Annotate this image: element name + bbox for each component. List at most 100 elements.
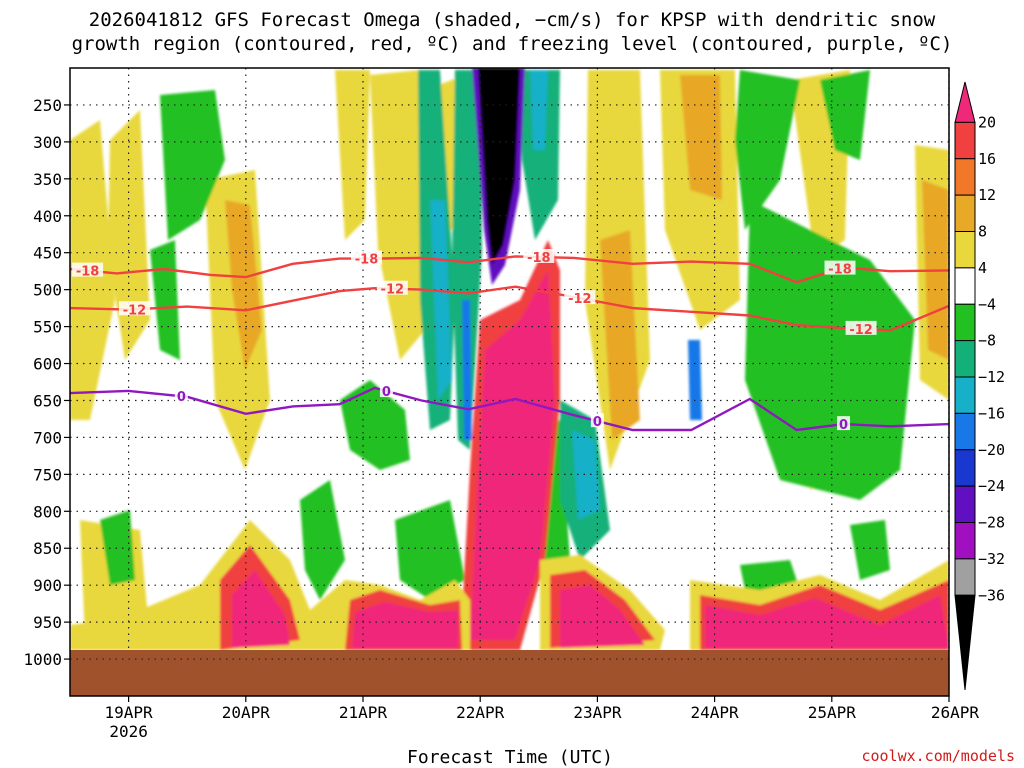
colorbar: 20 16 12 8 4 −4 −8 −12 −16 −20 −24 −28 −32 −36	[954, 81, 1005, 691]
omega-blob	[705, 595, 949, 648]
colorbar-label: 16	[978, 150, 996, 168]
colorbar-swatch	[954, 81, 976, 123]
x-tick-label: 20APR	[222, 703, 271, 722]
omega-blob	[740, 560, 800, 590]
freezing-level-contour	[70, 386, 949, 432]
omega-blob	[340, 380, 410, 470]
contour-label-bg	[118, 301, 150, 316]
x-tick-label: 22APR	[456, 703, 505, 722]
omega-blob	[395, 500, 465, 600]
y-tick-label: 500	[33, 281, 62, 300]
colorbar-label: 8	[978, 223, 987, 241]
omega-blob	[820, 70, 870, 160]
omega-shading	[70, 68, 949, 650]
omega-blob	[430, 200, 452, 400]
colorbar-swatch	[954, 485, 976, 523]
y-tick-label: 850	[33, 539, 62, 558]
omega-blob	[680, 75, 722, 200]
omega-blob	[300, 480, 345, 600]
y-tick-label: 950	[33, 613, 62, 632]
omega-blob	[688, 340, 702, 420]
y-tick-label: 650	[33, 391, 62, 410]
contour-label-bg	[523, 248, 555, 263]
contour-label: -12	[568, 292, 592, 307]
y-tick-label: 750	[33, 465, 62, 484]
omega-blob	[470, 270, 555, 640]
omega-blob	[560, 585, 645, 648]
omega-blob	[100, 510, 135, 585]
x-tick-label: 19APR	[105, 703, 154, 722]
snow-growth-upper-contour	[70, 255, 949, 284]
contour-label: -12	[381, 283, 405, 298]
y-tick-label: 600	[33, 355, 62, 374]
colorbar-swatch	[954, 376, 976, 414]
contour-label-bg	[379, 383, 393, 398]
colorbar-label: −32	[978, 550, 1005, 568]
contour-label-bg	[824, 260, 856, 275]
contour-label: -12	[849, 323, 873, 338]
x-axis-label: Forecast Time (UTC)	[407, 747, 613, 768]
omega-blob	[572, 430, 600, 520]
x-tick-label: 21APR	[339, 703, 388, 722]
omega-blob	[520, 70, 560, 240]
plot-frame	[69, 67, 950, 697]
colorbar-label: −16	[978, 404, 1005, 422]
snow-growth-lower-contour	[70, 285, 949, 332]
colorbar-label: −24	[978, 477, 1005, 495]
x-tick-label: 23APR	[573, 703, 622, 722]
contour-label: 0	[382, 385, 391, 400]
x-tick-label: 24APR	[691, 703, 740, 722]
colorbar-swatch	[954, 340, 976, 378]
y-tick-label: 300	[33, 133, 62, 152]
colorbar-swatch	[954, 303, 976, 342]
omega-blob	[600, 230, 640, 440]
credit-link[interactable]: coolwx.com/models	[861, 747, 1015, 765]
omega-blob	[735, 70, 800, 230]
contour-label-bg	[174, 388, 188, 403]
omega-blob	[530, 70, 548, 150]
contour-label: 0	[593, 415, 602, 430]
omega-blob	[160, 90, 225, 240]
y-tick-label: 800	[33, 502, 62, 521]
omega-blob	[352, 602, 458, 648]
contour-label: -18	[828, 263, 852, 278]
colorbar-label: 20	[978, 113, 996, 131]
y-tick-label: 900	[33, 576, 62, 595]
omega-blob	[478, 68, 520, 265]
colorbar-label: −4	[978, 295, 996, 313]
contour-label-bg	[837, 416, 851, 431]
omega-blob	[452, 70, 482, 450]
colorbar-label: −20	[978, 441, 1005, 459]
colorbar-swatch	[954, 231, 976, 269]
contour-label: 0	[177, 390, 186, 405]
colorbar-label: −36	[978, 586, 1005, 604]
colorbar-label: 4	[978, 259, 987, 277]
colorbar-swatch	[954, 158, 976, 196]
contour-label-bg	[351, 250, 383, 265]
y-axis: 250 300 350 400 450 500 550 600 650 700 750 800 850 9…	[23, 96, 70, 669]
title-line-1: 2026041812 GFS Forecast Omega (shaded, −…	[89, 9, 936, 31]
colorbar-label: −8	[978, 332, 996, 350]
x-tick-label: 26APR	[931, 703, 980, 722]
contour-label: 0	[839, 418, 848, 433]
ground-below-surface	[70, 650, 949, 696]
omega-blob	[370, 70, 425, 360]
colorbar-swatch	[954, 594, 976, 691]
colorbar-swatch	[954, 194, 976, 232]
contour-label: -12	[123, 303, 147, 318]
contour-label-bg	[72, 262, 104, 277]
colorbar-swatch	[954, 558, 976, 596]
colorbar-swatch	[954, 412, 976, 451]
contour-label-bg	[590, 413, 604, 428]
omega-blob	[335, 70, 370, 240]
contour-label-bg	[564, 290, 596, 305]
omega-blob	[108, 110, 150, 360]
omega-blob	[850, 520, 890, 580]
contour-label-bg	[376, 280, 408, 295]
y-tick-label: 250	[33, 96, 62, 115]
title-line-2: growth region (contoured, red, ºC) and f…	[72, 33, 953, 55]
y-tick-label: 1000	[23, 650, 62, 669]
omega-blob	[225, 200, 262, 370]
